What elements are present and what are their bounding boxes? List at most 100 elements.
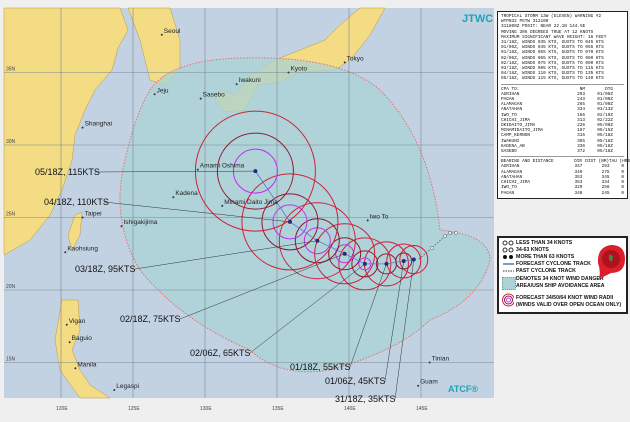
cpa-cell: 243 xyxy=(577,97,585,103)
danger-area-icon xyxy=(502,277,516,290)
bearing-row: ALAMAGAN 349 275 0 xyxy=(501,170,624,175)
legend-past-track: PAST CYCLONE TRACK xyxy=(516,268,576,274)
cpa-cell: 372 xyxy=(577,149,585,155)
cpa-cell: 01/00Z xyxy=(597,102,613,108)
bearing-cell: 0 xyxy=(621,180,625,186)
bearing-cell: CHICHI_JIMA xyxy=(501,180,530,186)
cpa-cell: ANATAHAN xyxy=(501,107,523,113)
past-position-marker xyxy=(454,231,458,235)
cpa-cell: 336 xyxy=(577,143,585,149)
place-label: Ishigakijima xyxy=(123,219,157,226)
place-label: Amami Oshima xyxy=(200,163,245,170)
place-marker xyxy=(417,384,420,387)
forecast-label: 05/18Z, 115KTS xyxy=(35,167,100,177)
legend-34-63: 34-63 KNOTS xyxy=(516,247,549,253)
warning-line: 04/18Z, WINDS 110 KTS, GUSTS TO 135 KTS xyxy=(501,71,604,77)
warning-line: MOVING 305 DEGREES TRUE AT 12 KNOTS xyxy=(501,29,594,35)
lat-tick-label: 15N xyxy=(6,357,16,363)
lon-tick-label: 135E xyxy=(272,406,284,412)
map-labels: 31/18Z, 35KTS 01/06Z, 45KTS 01/18Z, 55KTS 0… xyxy=(35,28,449,404)
label-leader xyxy=(394,259,415,400)
label-leader xyxy=(349,263,387,368)
forecast-label: 31/18Z, 35KTS xyxy=(335,394,396,404)
radius-34kt xyxy=(194,110,316,232)
label-leader xyxy=(103,201,290,223)
place-label: Minami Daito Jima xyxy=(224,199,278,206)
bearing-header: BEARING AND DISTANCE DIR DIST (NM) TAU (HRS… xyxy=(501,159,630,165)
lon-tick-label: 145E xyxy=(416,406,428,412)
bearing-cell: 353 xyxy=(574,180,583,186)
cpa-cell: 265 xyxy=(577,102,585,108)
radius-34kt xyxy=(338,237,392,291)
warning-line: WTPN32 PGTW 312100 xyxy=(501,19,549,25)
bearing-cell: 245 xyxy=(601,190,610,196)
cpa-cell: 01/13Z xyxy=(597,107,613,113)
radius-34kt xyxy=(241,173,339,271)
cpa-cell: MINAMIDAITO_JIMA xyxy=(501,128,544,134)
lat-tick-label: 20N xyxy=(6,284,16,290)
place-marker xyxy=(153,93,156,96)
place-label: Shanghai xyxy=(85,121,112,128)
place-label: Iwakuni xyxy=(239,77,261,84)
place-label: Jeju xyxy=(157,87,169,94)
legend-gt63: MORE THAN 63 KNOTS xyxy=(516,254,575,260)
place-label: Legaspi xyxy=(116,383,139,390)
cpa-cell: 01/00Z xyxy=(597,97,613,103)
atcf-label: ATCF® xyxy=(448,384,478,394)
radius-64kt xyxy=(335,244,355,264)
legend-forecast-track: FORECAST CYCLONE TRACK xyxy=(516,261,591,267)
cpa-cell: 05/18Z xyxy=(597,138,613,144)
cpa-row: ALAMAGAN 265 01/00Z xyxy=(501,102,624,107)
bearing-row: AGRIHAN 347 293 0 xyxy=(501,164,624,169)
label-leader xyxy=(94,170,256,173)
forecast-label: 03/18Z, 95KTS xyxy=(75,264,136,274)
warning-line: 01/06Z, WINDS 045 KTS, GUSTS TO 055 KTS xyxy=(501,45,604,51)
cpa-row: CAMP_KERNON 315 05/18Z xyxy=(501,133,624,138)
forecast-label: 04/18Z, 110KTS xyxy=(44,197,109,207)
bearing-cell: 334 xyxy=(601,180,610,186)
jtwc-logo-icon xyxy=(597,245,625,279)
landmasses xyxy=(3,7,386,399)
bearing-cell: 0 xyxy=(621,185,625,191)
forecast-track xyxy=(94,169,458,400)
place-marker xyxy=(113,389,116,392)
place-marker xyxy=(343,61,346,64)
cpa-cell: 05/18Z xyxy=(597,133,613,139)
place-marker xyxy=(160,33,163,36)
lon-tick-label: 130E xyxy=(200,406,212,412)
warning-line: MAXIMUM SIGNIFICANT WAVE HEIGHT: 16 FEET xyxy=(501,34,607,40)
cpa-cell: 05/18Z xyxy=(597,143,613,149)
agency-label: JTWC xyxy=(462,13,493,25)
place-label: Tinian xyxy=(432,356,450,363)
radius-64kt xyxy=(272,204,308,240)
cpa-cell: 01/00Z xyxy=(597,91,613,97)
cpa-cell: IWO_TO xyxy=(501,112,517,118)
cpa-cell: 313 xyxy=(577,117,585,123)
place-label: Kyoto xyxy=(291,66,308,73)
bearing-cell: 329 xyxy=(574,185,583,191)
cpa-cell: PAGAN xyxy=(501,97,515,103)
place-marker xyxy=(221,204,224,207)
taiwan-land xyxy=(67,211,83,251)
cpa-header: CPA TO: NM DTG xyxy=(501,86,613,92)
label-leader xyxy=(134,240,318,270)
past-track-line xyxy=(418,232,456,260)
radius-34kt xyxy=(399,245,429,275)
warning-line: 311800Z POSIT: NEAR 22.1N 144.5E xyxy=(501,24,586,30)
place-marker xyxy=(366,219,369,222)
cpa-row: KADENA_AB 336 05/18Z xyxy=(501,144,624,149)
cpa-row: SASEBO 372 05/18Z xyxy=(501,149,624,154)
legend: LESS THAN 34 KNOTS 34-63 KNOTS MORE THAN… xyxy=(497,236,628,314)
warning-panel: TROPICAL STORM 13W (ELEVEN) WARNING #2 WT… xyxy=(497,11,630,199)
cpa-cell: 293 xyxy=(577,91,585,97)
bearing-cell: 0 xyxy=(621,174,625,180)
cpa-cell: AGRIHAN xyxy=(501,91,520,97)
place-marker xyxy=(65,323,68,326)
place-marker xyxy=(287,71,290,74)
forecast-label: 02/18Z, 75KTS xyxy=(120,314,181,324)
past-position-marker xyxy=(448,231,452,235)
place-label: Manila xyxy=(77,361,97,368)
cpa-cell: CHICHI_JIMA xyxy=(501,117,530,123)
cpa-cell: SASEBO xyxy=(501,149,517,155)
place-marker xyxy=(196,168,199,171)
